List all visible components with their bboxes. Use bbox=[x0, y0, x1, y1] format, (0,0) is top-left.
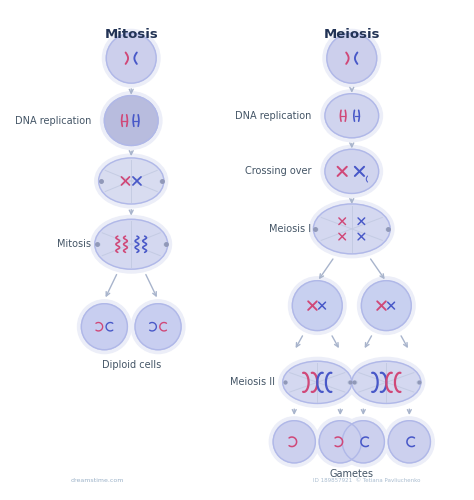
Ellipse shape bbox=[342, 420, 384, 463]
Ellipse shape bbox=[325, 150, 379, 194]
Text: DNA replication: DNA replication bbox=[15, 116, 91, 126]
Ellipse shape bbox=[95, 154, 168, 208]
Text: Meiosis I: Meiosis I bbox=[269, 224, 311, 234]
Ellipse shape bbox=[352, 361, 421, 404]
Ellipse shape bbox=[388, 420, 430, 463]
Ellipse shape bbox=[313, 204, 390, 254]
Ellipse shape bbox=[100, 92, 162, 150]
Ellipse shape bbox=[131, 300, 185, 354]
Ellipse shape bbox=[325, 94, 379, 138]
Ellipse shape bbox=[321, 90, 383, 142]
Ellipse shape bbox=[82, 304, 128, 350]
Text: Crossing over: Crossing over bbox=[245, 166, 311, 176]
Ellipse shape bbox=[283, 361, 352, 404]
Ellipse shape bbox=[361, 280, 411, 330]
Text: Gametes: Gametes bbox=[330, 468, 374, 478]
Text: dreamstime.com: dreamstime.com bbox=[71, 478, 124, 483]
Ellipse shape bbox=[106, 34, 156, 83]
Text: Diploid cells: Diploid cells bbox=[101, 360, 161, 370]
Text: Meiosis: Meiosis bbox=[324, 28, 380, 40]
Ellipse shape bbox=[104, 96, 158, 146]
Ellipse shape bbox=[78, 300, 131, 354]
Ellipse shape bbox=[292, 280, 342, 330]
Ellipse shape bbox=[357, 277, 415, 334]
Text: Meiosis II: Meiosis II bbox=[230, 378, 275, 388]
Ellipse shape bbox=[135, 304, 181, 350]
Ellipse shape bbox=[327, 34, 377, 83]
Text: Mitosis: Mitosis bbox=[104, 28, 158, 40]
Text: DNA replication: DNA replication bbox=[235, 110, 311, 120]
Ellipse shape bbox=[319, 420, 361, 463]
Ellipse shape bbox=[338, 417, 388, 467]
Ellipse shape bbox=[289, 277, 346, 334]
Ellipse shape bbox=[279, 358, 356, 408]
Ellipse shape bbox=[348, 358, 425, 408]
Ellipse shape bbox=[323, 30, 381, 87]
Ellipse shape bbox=[315, 417, 365, 467]
Ellipse shape bbox=[273, 420, 315, 463]
Ellipse shape bbox=[321, 146, 383, 198]
Text: Mitosis: Mitosis bbox=[57, 239, 91, 249]
Text: ID 189857921  © Tetiana Pavliuchenko: ID 189857921 © Tetiana Pavliuchenko bbox=[313, 478, 421, 483]
Ellipse shape bbox=[91, 216, 172, 273]
Ellipse shape bbox=[102, 30, 160, 87]
Ellipse shape bbox=[269, 417, 319, 467]
Ellipse shape bbox=[310, 200, 394, 258]
Ellipse shape bbox=[99, 158, 164, 204]
Ellipse shape bbox=[384, 417, 434, 467]
Ellipse shape bbox=[95, 220, 168, 269]
